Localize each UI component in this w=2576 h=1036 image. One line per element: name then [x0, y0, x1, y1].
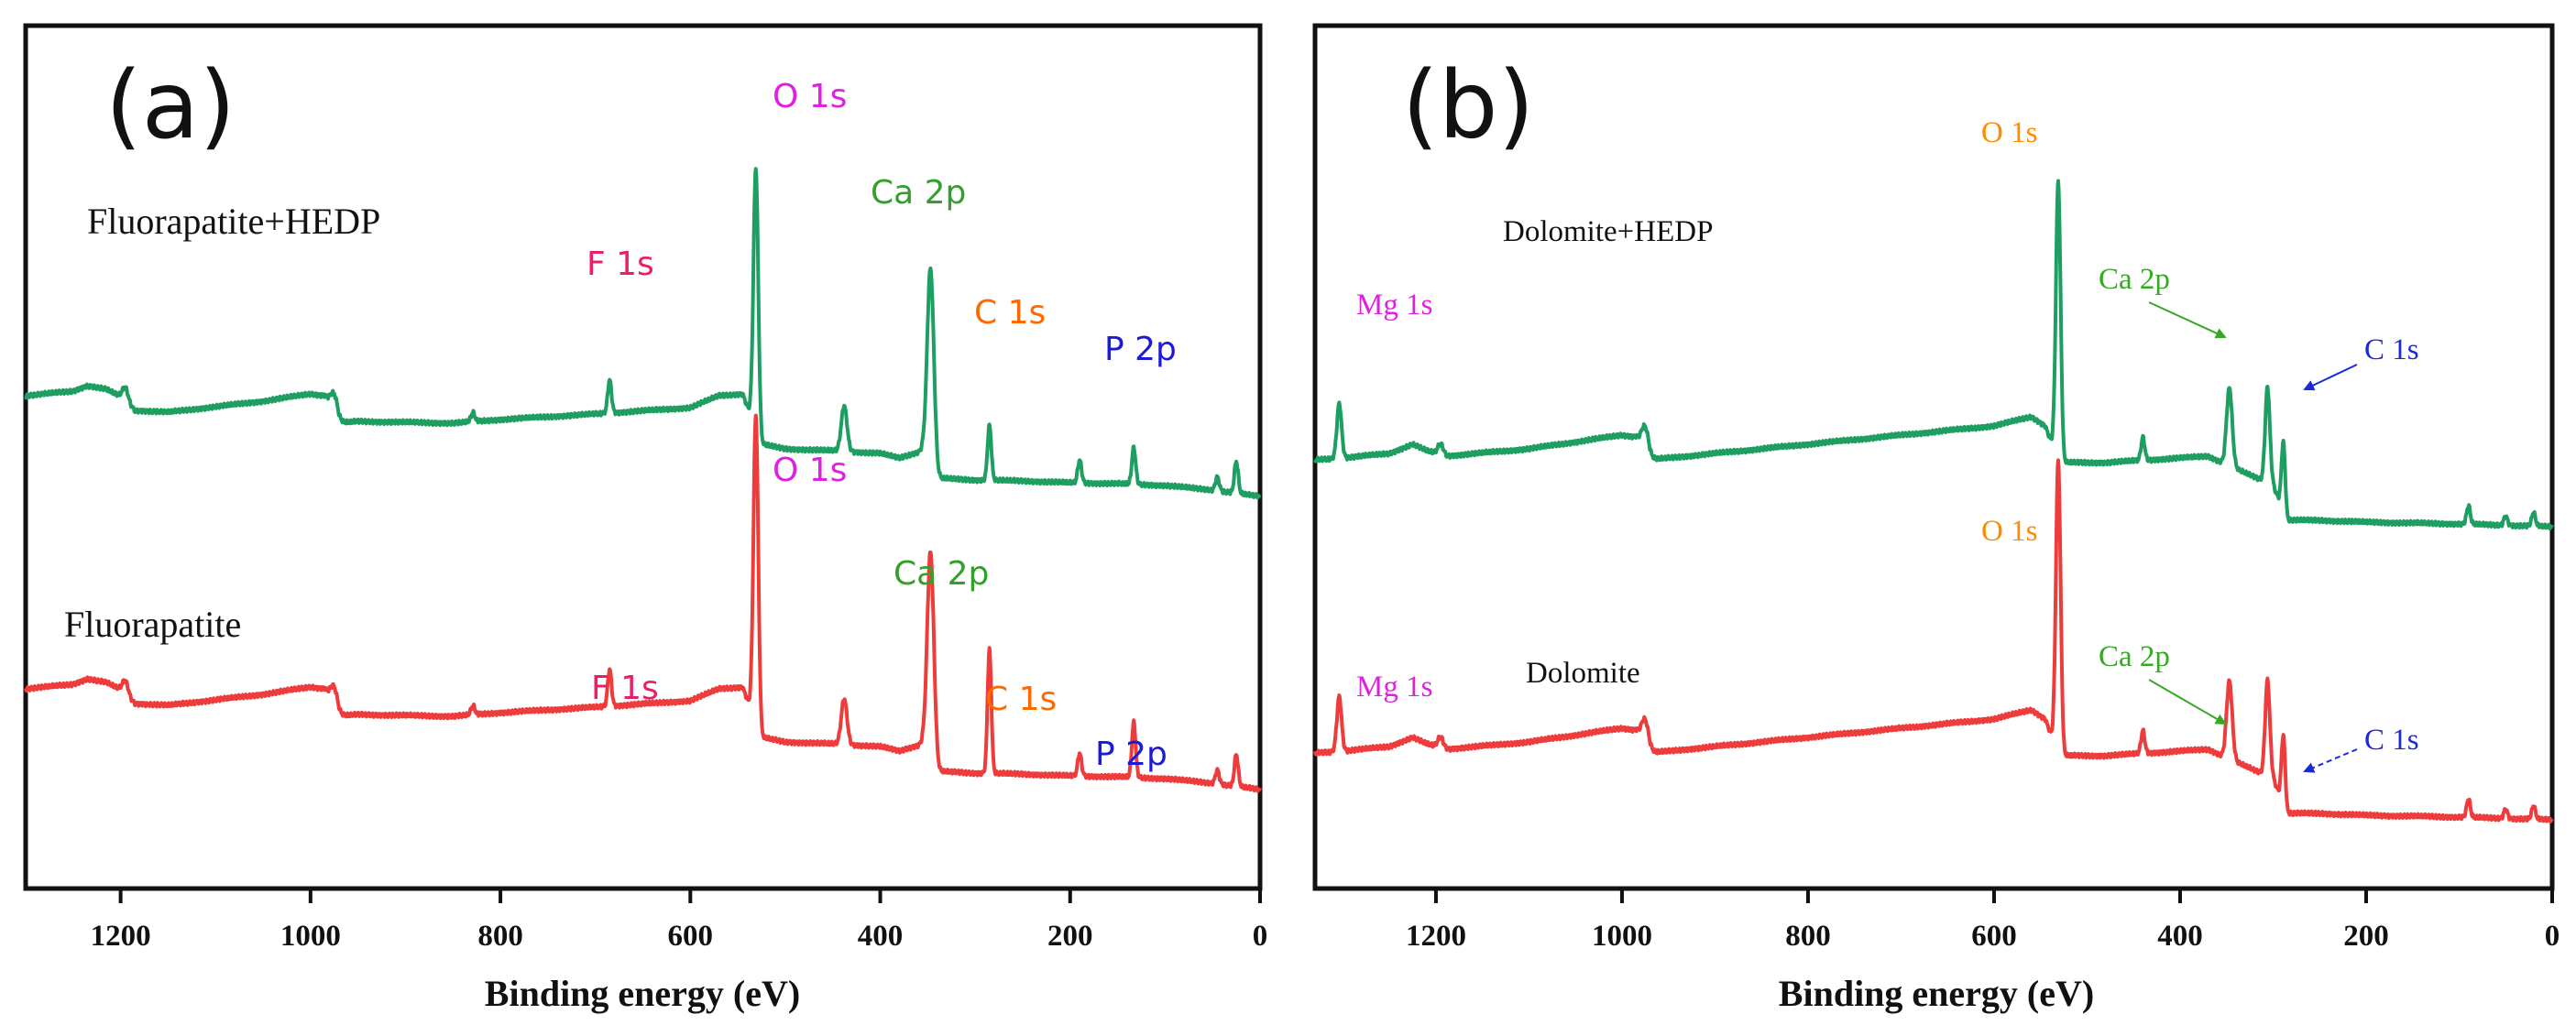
x-tick-label: 0	[2545, 920, 2560, 953]
panel-a: (a) 1200 1000 800 600 400 200 0 Binding energy…	[23, 23, 1268, 1014]
arrow-ca2p-b-top	[2148, 301, 2227, 339]
x-tick-label: 1200	[1406, 920, 1466, 953]
peak-label-p2p-a-top: P 2p	[1104, 331, 1177, 368]
sample-label-dolomite: Dolomite	[1526, 657, 1640, 690]
panel-a-letter: (a)	[105, 51, 236, 160]
panel-b-ticks: 1200 1000 800 600 400 200 0	[1406, 889, 2560, 953]
x-tick-label: 1000	[1592, 920, 1652, 953]
x-tick-label: 200	[2343, 920, 2389, 953]
peak-label-f1s-a-top: F 1s	[586, 245, 654, 283]
spectrum-dolomite-hedp	[1313, 179, 2554, 530]
x-tick-label: 1200	[91, 920, 151, 953]
x-tick-label: 800	[1785, 920, 1831, 953]
x-tick-label: 600	[668, 920, 714, 953]
peak-label-ca2p-a-bottom: Ca 2p	[893, 555, 989, 593]
spectrum-fluorapatite-hedp	[24, 167, 1262, 500]
peak-label-o1s-b-bottom: O 1s	[1981, 515, 2037, 548]
x-tick-label: 600	[1971, 920, 2017, 953]
panel-b-xlabel: Binding energy (eV)	[1779, 973, 2094, 1014]
panel-b-series	[1313, 179, 2554, 823]
peak-label-ca2p-b-top: Ca 2p	[2099, 263, 2170, 296]
peak-label-mg1s-b-top: Mg 1s	[1356, 289, 1432, 322]
x-tick-label: 200	[1047, 920, 1093, 953]
sample-label-dolomite-hedp: Dolomite+HEDP	[1503, 215, 1713, 248]
panel-a-frame	[23, 23, 1263, 891]
peak-label-c1s-b-bottom: C 1s	[2364, 724, 2419, 757]
x-tick-label: 400	[2157, 920, 2203, 953]
peak-label-ca2p-b-bottom: Ca 2p	[2099, 640, 2170, 673]
panel-a-xlabel: Binding energy (eV)	[485, 973, 800, 1014]
x-tick-label: 1000	[280, 920, 341, 953]
panel-a-series	[24, 167, 1262, 793]
peak-label-ca2p-a-top: Ca 2p	[871, 174, 966, 212]
peak-label-c1s-a-top: C 1s	[974, 294, 1046, 332]
peak-label-mg1s-b-bottom: Mg 1s	[1356, 671, 1432, 703]
arrow-c1s-b-bottom	[2303, 748, 2358, 773]
peak-label-f1s-a-bottom: F 1s	[591, 670, 659, 707]
x-tick-label: 400	[858, 920, 904, 953]
peak-label-c1s-b-top: C 1s	[2364, 333, 2419, 366]
peak-label-c1s-a-bottom: C 1s	[985, 681, 1057, 718]
peak-label-o1s-a-bottom: O 1s	[773, 452, 847, 489]
sample-label-fluorapatite: Fluorapatite	[64, 604, 241, 645]
panel-b-letter: (b)	[1402, 51, 1534, 160]
sample-label-fluorapatite-hedp: Fluorapatite+HEDP	[87, 201, 380, 242]
x-tick-label: 0	[1253, 920, 1268, 953]
peak-label-o1s-a-top: O 1s	[773, 78, 847, 115]
panel-b: (b) 1200 1000 800 600 400 200 0 Binding energy…	[1312, 23, 2560, 1014]
x-tick-label: 800	[477, 920, 523, 953]
panel-b-frame	[1312, 23, 2555, 891]
spectrum-dolomite	[1313, 458, 2554, 823]
peak-label-o1s-b-top: O 1s	[1981, 116, 2037, 149]
spectrum-fluorapatite	[24, 413, 1262, 793]
panel-a-ticks: 1200 1000 800 600 400 200 0	[91, 889, 1268, 953]
arrow-ca2p-b-bottom	[2148, 679, 2227, 725]
arrow-c1s-b-top	[2303, 364, 2358, 391]
peak-label-p2p-a-bottom: P 2p	[1095, 736, 1167, 773]
